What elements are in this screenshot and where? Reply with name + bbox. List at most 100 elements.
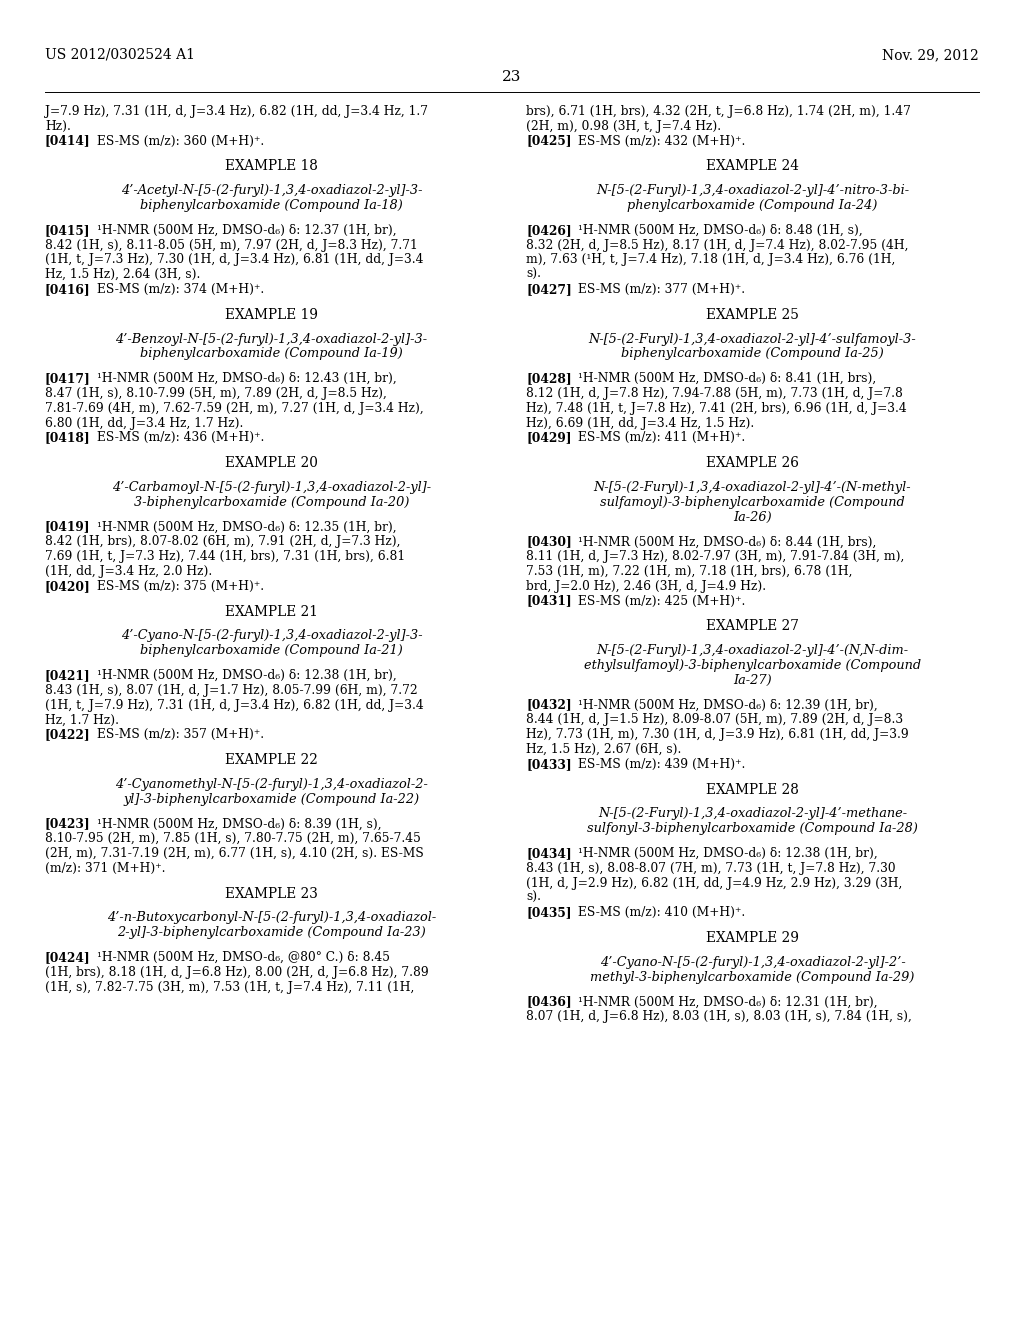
Text: 8.42 (1H, s), 8.11-8.05 (5H, m), 7.97 (2H, d, J=8.3 Hz), 7.71: 8.42 (1H, s), 8.11-8.05 (5H, m), 7.97 (2… (45, 239, 418, 252)
Text: ES-MS (m/z): 410 (M+H)⁺.: ES-MS (m/z): 410 (M+H)⁺. (578, 907, 745, 919)
Text: EXAMPLE 20: EXAMPLE 20 (225, 457, 317, 470)
Text: ES-MS (m/z): 357 (M+H)⁺.: ES-MS (m/z): 357 (M+H)⁺. (97, 729, 264, 742)
Text: J=7.9 Hz), 7.31 (1H, d, J=3.4 Hz), 6.82 (1H, dd, J=3.4 Hz, 1.7: J=7.9 Hz), 7.31 (1H, d, J=3.4 Hz), 6.82 … (45, 106, 428, 117)
Text: 3-biphenylcarboxamide (Compound Ia-20): 3-biphenylcarboxamide (Compound Ia-20) (134, 496, 410, 508)
Text: [0431]: [0431] (526, 594, 571, 607)
Text: [0427]: [0427] (526, 282, 571, 296)
Text: Hz, 1.5 Hz), 2.67 (6H, s).: Hz, 1.5 Hz), 2.67 (6H, s). (526, 743, 681, 756)
Text: brd, J=2.0 Hz), 2.46 (3H, d, J=4.9 Hz).: brd, J=2.0 Hz), 2.46 (3H, d, J=4.9 Hz). (526, 579, 766, 593)
Text: (1H, brs), 8.18 (1H, d, J=6.8 Hz), 8.00 (2H, d, J=6.8 Hz), 7.89: (1H, brs), 8.18 (1H, d, J=6.8 Hz), 8.00 … (45, 966, 429, 979)
Text: 8.44 (1H, d, J=1.5 Hz), 8.09-8.07 (5H, m), 7.89 (2H, d, J=8.3: 8.44 (1H, d, J=1.5 Hz), 8.09-8.07 (5H, m… (526, 713, 903, 726)
Text: ¹H-NMR (500M Hz, DMSO-d₆) δ: 12.43 (1H, br),: ¹H-NMR (500M Hz, DMSO-d₆) δ: 12.43 (1H, … (97, 372, 396, 385)
Text: [0436]: [0436] (526, 995, 571, 1008)
Text: Hz), 7.48 (1H, t, J=7.8 Hz), 7.41 (2H, brs), 6.96 (1H, d, J=3.4: Hz), 7.48 (1H, t, J=7.8 Hz), 7.41 (2H, b… (526, 401, 906, 414)
Text: (1H, d, J=2.9 Hz), 6.82 (1H, dd, J=4.9 Hz, 2.9 Hz), 3.29 (3H,: (1H, d, J=2.9 Hz), 6.82 (1H, dd, J=4.9 H… (526, 876, 902, 890)
Text: biphenylcarboxamide (Compound Ia-19): biphenylcarboxamide (Compound Ia-19) (140, 347, 402, 360)
Text: 8.43 (1H, s), 8.08-8.07 (7H, m), 7.73 (1H, t, J=7.8 Hz), 7.30: 8.43 (1H, s), 8.08-8.07 (7H, m), 7.73 (1… (526, 862, 896, 875)
Text: 8.12 (1H, d, J=7.8 Hz), 7.94-7.88 (5H, m), 7.73 (1H, d, J=7.8: 8.12 (1H, d, J=7.8 Hz), 7.94-7.88 (5H, m… (526, 387, 903, 400)
Text: [0434]: [0434] (526, 847, 571, 861)
Text: [0423]: [0423] (45, 817, 91, 830)
Text: (1H, dd, J=3.4 Hz, 2.0 Hz).: (1H, dd, J=3.4 Hz, 2.0 Hz). (45, 565, 212, 578)
Text: Hz, 1.7 Hz).: Hz, 1.7 Hz). (45, 713, 119, 726)
Text: EXAMPLE 25: EXAMPLE 25 (707, 308, 799, 322)
Text: [0424]: [0424] (45, 950, 91, 964)
Text: ES-MS (m/z): 360 (M+H)⁺.: ES-MS (m/z): 360 (M+H)⁺. (97, 135, 264, 148)
Text: [0426]: [0426] (526, 224, 571, 236)
Text: Ia-27): Ia-27) (733, 673, 772, 686)
Text: ¹H-NMR (500M Hz, DMSO-d₆) δ: 8.44 (1H, brs),: ¹H-NMR (500M Hz, DMSO-d₆) δ: 8.44 (1H, b… (578, 536, 877, 548)
Text: biphenylcarboxamide (Compound Ia-25): biphenylcarboxamide (Compound Ia-25) (622, 347, 884, 360)
Text: [0425]: [0425] (526, 135, 571, 148)
Text: methyl-3-biphenylcarboxamide (Compound Ia-29): methyl-3-biphenylcarboxamide (Compound I… (590, 970, 914, 983)
Text: EXAMPLE 18: EXAMPLE 18 (225, 160, 317, 173)
Text: EXAMPLE 28: EXAMPLE 28 (707, 783, 799, 796)
Text: 4’-Carbamoyl-N-[5-(2-furyl)-1,3,4-oxadiazol-2-yl]-: 4’-Carbamoyl-N-[5-(2-furyl)-1,3,4-oxadia… (112, 480, 431, 494)
Text: EXAMPLE 19: EXAMPLE 19 (225, 308, 318, 322)
Text: [0418]: [0418] (45, 432, 91, 445)
Text: 2-yl]-3-biphenylcarboxamide (Compound Ia-23): 2-yl]-3-biphenylcarboxamide (Compound Ia… (117, 927, 426, 940)
Text: Hz).: Hz). (45, 120, 71, 133)
Text: 8.07 (1H, d, J=6.8 Hz), 8.03 (1H, s), 8.03 (1H, s), 7.84 (1H, s),: 8.07 (1H, d, J=6.8 Hz), 8.03 (1H, s), 8.… (526, 1010, 912, 1023)
Text: yl]-3-biphenylcarboxamide (Compound Ia-22): yl]-3-biphenylcarboxamide (Compound Ia-2… (124, 792, 420, 805)
Text: 8.11 (1H, d, J=7.3 Hz), 8.02-7.97 (3H, m), 7.91-7.84 (3H, m),: 8.11 (1H, d, J=7.3 Hz), 8.02-7.97 (3H, m… (526, 550, 904, 564)
Text: 7.53 (1H, m), 7.22 (1H, m), 7.18 (1H, brs), 6.78 (1H,: 7.53 (1H, m), 7.22 (1H, m), 7.18 (1H, br… (526, 565, 853, 578)
Text: 8.10-7.95 (2H, m), 7.85 (1H, s), 7.80-7.75 (2H, m), 7.65-7.45: 8.10-7.95 (2H, m), 7.85 (1H, s), 7.80-7.… (45, 832, 421, 845)
Text: [0428]: [0428] (526, 372, 571, 385)
Text: Ia-26): Ia-26) (733, 511, 772, 524)
Text: [0415]: [0415] (45, 224, 90, 236)
Text: 4’-Cyano-N-[5-(2-furyl)-1,3,4-oxadiazol-2-yl]-3-: 4’-Cyano-N-[5-(2-furyl)-1,3,4-oxadiazol-… (121, 630, 422, 643)
Text: ES-MS (m/z): 439 (M+H)⁺.: ES-MS (m/z): 439 (M+H)⁺. (578, 758, 745, 771)
Text: ¹H-NMR (500M Hz, DMSO-d₆) δ: 12.37 (1H, br),: ¹H-NMR (500M Hz, DMSO-d₆) δ: 12.37 (1H, … (97, 224, 396, 236)
Text: ES-MS (m/z): 375 (M+H)⁺.: ES-MS (m/z): 375 (M+H)⁺. (97, 579, 264, 593)
Text: phenylcarboxamide (Compound Ia-24): phenylcarboxamide (Compound Ia-24) (628, 199, 878, 213)
Text: m), 7.63 (¹H, t, J=7.4 Hz), 7.18 (1H, d, J=3.4 Hz), 6.76 (1H,: m), 7.63 (¹H, t, J=7.4 Hz), 7.18 (1H, d,… (526, 253, 895, 267)
Text: ES-MS (m/z): 432 (M+H)⁺.: ES-MS (m/z): 432 (M+H)⁺. (578, 135, 745, 148)
Text: ¹H-NMR (500M Hz, DMSO-d₆) δ: 12.38 (1H, br),: ¹H-NMR (500M Hz, DMSO-d₆) δ: 12.38 (1H, … (578, 847, 878, 861)
Text: EXAMPLE 21: EXAMPLE 21 (225, 605, 317, 619)
Text: Hz, 1.5 Hz), 2.64 (3H, s).: Hz, 1.5 Hz), 2.64 (3H, s). (45, 268, 201, 281)
Text: [0420]: [0420] (45, 579, 91, 593)
Text: 4’-Cyano-N-[5-(2-furyl)-1,3,4-oxadiazol-2-yl]-2’-: 4’-Cyano-N-[5-(2-furyl)-1,3,4-oxadiazol-… (600, 956, 905, 969)
Text: ¹H-NMR (500M Hz, DMSO-d₆) δ: 8.41 (1H, brs),: ¹H-NMR (500M Hz, DMSO-d₆) δ: 8.41 (1H, b… (578, 372, 877, 385)
Text: ¹H-NMR (500M Hz, DMSO-d₆) δ: 12.31 (1H, br),: ¹H-NMR (500M Hz, DMSO-d₆) δ: 12.31 (1H, … (578, 995, 878, 1008)
Text: ¹H-NMR (500M Hz, DMSO-d₆) δ: 12.35 (1H, br),: ¹H-NMR (500M Hz, DMSO-d₆) δ: 12.35 (1H, … (97, 520, 396, 533)
Text: brs), 6.71 (1H, brs), 4.32 (2H, t, J=6.8 Hz), 1.74 (2H, m), 1.47: brs), 6.71 (1H, brs), 4.32 (2H, t, J=6.8… (526, 106, 911, 117)
Text: (1H, t, J=7.3 Hz), 7.30 (1H, d, J=3.4 Hz), 6.81 (1H, dd, J=3.4: (1H, t, J=7.3 Hz), 7.30 (1H, d, J=3.4 Hz… (45, 253, 424, 267)
Text: N-[5-(2-Furyl)-1,3,4-oxadiazol-2-yl]-4’-(N,N-dim-: N-[5-(2-Furyl)-1,3,4-oxadiazol-2-yl]-4’-… (596, 644, 908, 657)
Text: (m/z): 371 (M+H)⁺.: (m/z): 371 (M+H)⁺. (45, 862, 166, 875)
Text: ES-MS (m/z): 377 (M+H)⁺.: ES-MS (m/z): 377 (M+H)⁺. (578, 282, 745, 296)
Text: ES-MS (m/z): 374 (M+H)⁺.: ES-MS (m/z): 374 (M+H)⁺. (97, 282, 264, 296)
Text: [0414]: [0414] (45, 135, 91, 148)
Text: (2H, m), 7.31-7.19 (2H, m), 6.77 (1H, s), 4.10 (2H, s). ES-MS: (2H, m), 7.31-7.19 (2H, m), 6.77 (1H, s)… (45, 847, 424, 861)
Text: EXAMPLE 22: EXAMPLE 22 (225, 752, 317, 767)
Text: ¹H-NMR (500M Hz, DMSO-d₆) δ: 12.38 (1H, br),: ¹H-NMR (500M Hz, DMSO-d₆) δ: 12.38 (1H, … (97, 669, 396, 682)
Text: [0421]: [0421] (45, 669, 91, 682)
Text: N-[5-(2-Furyl)-1,3,4-oxadiazol-2-yl]-4’-methane-: N-[5-(2-Furyl)-1,3,4-oxadiazol-2-yl]-4’-… (598, 808, 907, 821)
Text: 23: 23 (503, 70, 521, 84)
Text: [0435]: [0435] (526, 907, 571, 919)
Text: N-[5-(2-Furyl)-1,3,4-oxadiazol-2-yl]-4’-(N-methyl-: N-[5-(2-Furyl)-1,3,4-oxadiazol-2-yl]-4’-… (594, 480, 911, 494)
Text: 8.32 (2H, d, J=8.5 Hz), 8.17 (1H, d, J=7.4 Hz), 8.02-7.95 (4H,: 8.32 (2H, d, J=8.5 Hz), 8.17 (1H, d, J=7… (526, 239, 908, 252)
Text: [0419]: [0419] (45, 520, 90, 533)
Text: [0416]: [0416] (45, 282, 91, 296)
Text: 4’-Benzoyl-N-[5-(2-furyl)-1,3,4-oxadiazol-2-yl]-3-: 4’-Benzoyl-N-[5-(2-furyl)-1,3,4-oxadiazo… (116, 333, 428, 346)
Text: EXAMPLE 26: EXAMPLE 26 (707, 457, 799, 470)
Text: (2H, m), 0.98 (3H, t, J=7.4 Hz).: (2H, m), 0.98 (3H, t, J=7.4 Hz). (526, 120, 721, 133)
Text: 8.43 (1H, s), 8.07 (1H, d, J=1.7 Hz), 8.05-7.99 (6H, m), 7.72: 8.43 (1H, s), 8.07 (1H, d, J=1.7 Hz), 8.… (45, 684, 418, 697)
Text: biphenylcarboxamide (Compound Ia-21): biphenylcarboxamide (Compound Ia-21) (140, 644, 402, 657)
Text: EXAMPLE 27: EXAMPLE 27 (707, 619, 799, 634)
Text: ES-MS (m/z): 411 (M+H)⁺.: ES-MS (m/z): 411 (M+H)⁺. (578, 432, 745, 445)
Text: 8.42 (1H, brs), 8.07-8.02 (6H, m), 7.91 (2H, d, J=7.3 Hz),: 8.42 (1H, brs), 8.07-8.02 (6H, m), 7.91 … (45, 536, 400, 548)
Text: 4’-n-Butoxycarbonyl-N-[5-(2-furyl)-1,3,4-oxadiazol-: 4’-n-Butoxycarbonyl-N-[5-(2-furyl)-1,3,4… (106, 911, 436, 924)
Text: (1H, s), 7.82-7.75 (3H, m), 7.53 (1H, t, J=7.4 Hz), 7.11 (1H,: (1H, s), 7.82-7.75 (3H, m), 7.53 (1H, t,… (45, 981, 415, 994)
Text: [0417]: [0417] (45, 372, 91, 385)
Text: ¹H-NMR (500M Hz, DMSO-d₆) δ: 12.39 (1H, br),: ¹H-NMR (500M Hz, DMSO-d₆) δ: 12.39 (1H, … (578, 698, 878, 711)
Text: EXAMPLE 23: EXAMPLE 23 (225, 887, 317, 900)
Text: s).: s). (526, 891, 541, 904)
Text: 4’-Acetyl-N-[5-(2-furyl)-1,3,4-oxadiazol-2-yl]-3-: 4’-Acetyl-N-[5-(2-furyl)-1,3,4-oxadiazol… (121, 185, 422, 197)
Text: EXAMPLE 29: EXAMPLE 29 (706, 931, 799, 945)
Text: 7.81-7.69 (4H, m), 7.62-7.59 (2H, m), 7.27 (1H, d, J=3.4 Hz),: 7.81-7.69 (4H, m), 7.62-7.59 (2H, m), 7.… (45, 401, 424, 414)
Text: [0432]: [0432] (526, 698, 571, 711)
Text: [0422]: [0422] (45, 729, 91, 742)
Text: Hz), 7.73 (1H, m), 7.30 (1H, d, J=3.9 Hz), 6.81 (1H, dd, J=3.9: Hz), 7.73 (1H, m), 7.30 (1H, d, J=3.9 Hz… (526, 729, 908, 742)
